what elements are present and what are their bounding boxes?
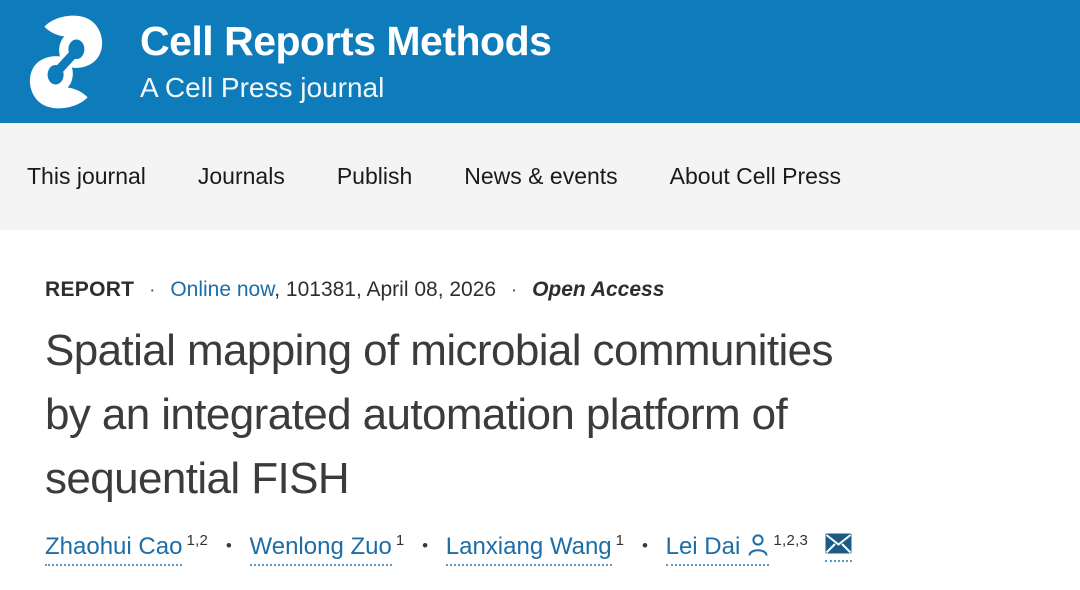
author-separator: • [641,535,648,555]
author-link[interactable]: Zhaohui Cao [45,532,183,566]
nav-item-this-journal[interactable]: This journal [27,163,146,189]
author-affiliations: 1 [615,531,625,549]
citation-text: , 101381, April 08, 2026 [274,278,497,301]
online-now-link[interactable]: Online now [170,278,275,301]
journal-title[interactable]: Cell Reports Methods [140,18,552,64]
author-separator: • [422,535,429,555]
author-affiliations: 1,2,3 [773,531,809,549]
author-separator: • [225,535,232,555]
nav-item-journals[interactable]: Journals [197,163,285,189]
email-icon [825,533,852,560]
journal-subtitle: A Cell Press journal [140,72,385,103]
journal-header: Cell Reports Methods A Cell Press journa… [0,0,1080,123]
author-link[interactable]: Wenlong Zuo [249,532,392,566]
main-navigation: This journal Journals Publish News & eve… [0,123,1080,230]
meta-separator: · [510,280,518,301]
meta-separator: · [149,280,156,301]
article-title: Spatial mapping of microbial communities… [45,325,834,503]
nav-item-about-cell-press[interactable]: About Cell Press [669,163,841,189]
article-header: REPORT · Online now, 101381, April 08, 2… [0,230,1080,566]
cell-press-logo-icon[interactable] [26,13,106,111]
author-profile-icon [747,533,769,565]
nav-item-publish[interactable]: Publish [336,163,413,189]
article-type-label: REPORT [45,278,135,301]
author-affiliations: 1,2 [186,531,209,549]
article-meta: REPORT · Online now, 101381, April 08, 2… [45,277,1035,303]
nav-item-news-events[interactable]: News & events [464,163,618,189]
open-access-label: Open Access [532,278,665,301]
author-affiliations: 1 [395,531,405,549]
author-link[interactable]: Lanxiang Wang [445,532,612,566]
email-link[interactable] [824,533,852,562]
authors-line: Zhaohui Cao 1,2 • Wenlong Zuo 1 • Lanxiang… [45,531,1035,566]
author-link[interactable]: Lei Dai [665,532,770,566]
